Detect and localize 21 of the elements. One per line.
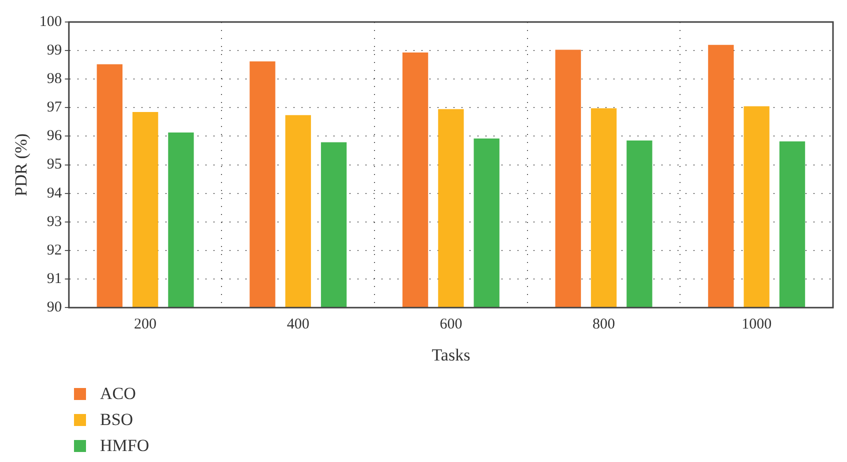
y-tick-label: 100 xyxy=(39,14,62,30)
y-tick-label: 94 xyxy=(46,185,62,202)
legend-label: BSO xyxy=(100,410,134,430)
x-tick-label: 1000 xyxy=(742,316,772,333)
x-tick-label: 600 xyxy=(440,316,462,333)
x-tick-label: 800 xyxy=(592,316,616,333)
y-tick-label: 95 xyxy=(46,156,62,173)
y-tick-label: 93 xyxy=(46,214,62,230)
y-tick-label: 92 xyxy=(46,242,62,258)
x-tick-label: 400 xyxy=(286,316,310,333)
legend-label: ACO xyxy=(100,384,136,404)
legend-label: HMFO xyxy=(100,436,150,456)
y-tick-label: 99 xyxy=(46,42,62,58)
y-tick-label: 91 xyxy=(46,270,62,287)
y-tick-label: 97 xyxy=(46,100,62,116)
y-tick-label: 98 xyxy=(46,71,62,88)
x-tick-label: 200 xyxy=(134,316,157,333)
y-axis-title: PDR (%) xyxy=(12,133,31,196)
y-tick-label: 90 xyxy=(46,300,62,316)
x-axis-title: Tasks xyxy=(432,345,470,364)
y-tick-label: 96 xyxy=(46,128,62,144)
